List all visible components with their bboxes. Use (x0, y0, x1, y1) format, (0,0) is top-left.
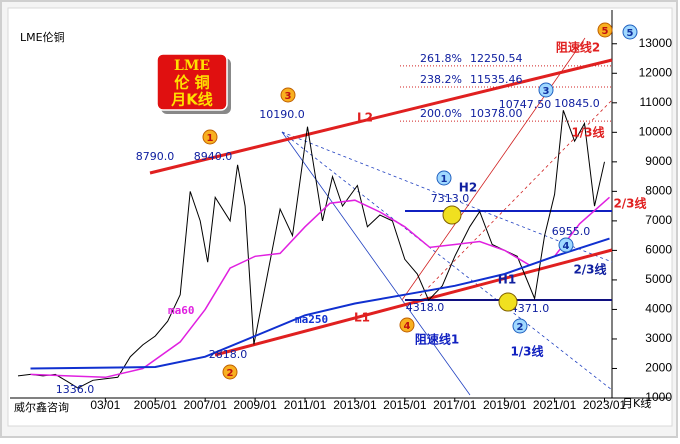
x-tick-label: 2023/01 (583, 398, 627, 412)
y-tick-label: 1000 (645, 390, 672, 404)
marker-label: 3 (543, 86, 550, 97)
fib-label: 12250.54 (470, 52, 523, 65)
line-label: H2 (459, 181, 477, 195)
x-tick-label: 03/01 (90, 398, 120, 412)
trend-l1 (214, 248, 613, 357)
price-label: 2818.0 (209, 348, 248, 361)
marker-circle (280, 87, 296, 103)
marker-circle (558, 237, 574, 253)
y-tick-label: 11000 (640, 95, 673, 109)
x-tick-label: 2015/01 (383, 398, 427, 412)
x-tick-label: 2021/01 (533, 398, 577, 412)
marker-circle (222, 364, 238, 380)
y-tick-label: 9000 (645, 154, 672, 168)
footer-left: 威尔鑫咨询 (14, 400, 69, 414)
y-tick-label: 13000 (639, 36, 673, 50)
highlight-dot (442, 205, 462, 225)
line-label: L2 (357, 111, 373, 125)
price-label: 10190.0 (259, 108, 305, 121)
line-label: 2/3线 (613, 196, 646, 211)
fan-line (281, 131, 613, 391)
price-label: 10845.0 (554, 97, 600, 110)
fib-ratio: 200.0% (420, 107, 462, 120)
period-label: 月K线 (622, 396, 651, 410)
line-label: 阻速线1 (415, 332, 459, 347)
price-label: 7313.0 (431, 192, 470, 205)
speed-line-1 (281, 131, 471, 396)
x-tick-label: 2005/01 (134, 398, 178, 412)
series-line (30, 196, 610, 379)
line-label: 阻速线2 (556, 40, 600, 55)
marker-label: 2 (227, 368, 234, 379)
line-label: 1/3线 (571, 125, 604, 140)
x-tick-label: 2009/01 (233, 398, 277, 412)
fib-label: 10378.00 (470, 107, 523, 120)
y-tick-label: 12000 (639, 65, 673, 79)
marker-label: 5 (602, 26, 609, 37)
y-tick-label: 8000 (645, 184, 672, 198)
price-label: 4371.0 (511, 302, 550, 315)
price-label: 6955.0 (552, 225, 591, 238)
series-line (30, 237, 610, 370)
x-tick-label: 2013/01 (333, 398, 377, 412)
badge-box (156, 53, 228, 111)
marker-circle (202, 129, 218, 145)
marker-circle (538, 82, 554, 98)
marker-circle (622, 24, 638, 40)
chart-title: LME伦铜 (20, 30, 65, 44)
fib-label: 11535.46 (470, 73, 523, 86)
series-label: ma250 (295, 313, 328, 326)
y-tick-label: 6000 (645, 243, 672, 257)
x-tick-label: 2011/01 (284, 398, 327, 412)
y-tick-label: 5000 (645, 272, 672, 286)
price-label: 8790.0 (136, 150, 175, 163)
line-label: L1 (354, 311, 370, 325)
x-tick-label: 2017/01 (433, 398, 477, 412)
marker-label: 3 (285, 91, 292, 102)
line-label: H1 (498, 273, 516, 287)
price-label: 4318.0 (406, 301, 445, 314)
x-tick-label: 2019/01 (483, 398, 527, 412)
marker-circle (399, 317, 415, 333)
line-label: 2/3线 (573, 262, 606, 277)
marker-label: 4 (563, 241, 570, 252)
line-label: 1/3线 (510, 344, 543, 359)
fan-line (419, 99, 613, 297)
marker-circle (597, 22, 613, 38)
marker-label: 4 (404, 321, 411, 332)
speed-line-2 (401, 37, 586, 301)
marker-label: 5 (627, 28, 634, 39)
y-tick-label: 3000 (645, 331, 672, 345)
trend-l2 (149, 58, 613, 175)
price-label: 8940.0 (194, 150, 233, 163)
y-tick-label: 2000 (645, 361, 672, 375)
badge: LME 伦 铜 月K线 (156, 53, 231, 114)
badge-text: LME (174, 58, 210, 74)
series-label: ma60 (168, 304, 195, 317)
fib-ratio: 238.2% (420, 73, 462, 86)
y-tick-label: 10000 (639, 124, 673, 138)
price-label: 10747.50 (499, 98, 552, 111)
series-line (17, 110, 605, 389)
fib-ratio: 261.8% (420, 52, 462, 65)
y-tick-label: 7000 (645, 213, 672, 227)
marker-circle (436, 170, 452, 186)
trend-lines (149, 37, 613, 396)
marker-label: 2 (517, 322, 524, 333)
panel (7, 7, 673, 427)
marker-circle (512, 318, 528, 334)
price-label: 1336.0 (56, 383, 95, 396)
y-tick-label: 4000 (645, 302, 672, 316)
highlight-dot (498, 292, 518, 312)
marker-label: 1 (207, 133, 214, 144)
marker-label: 1 (441, 174, 448, 185)
badge-text: 月K线 (170, 91, 213, 109)
badge-text: 伦 铜 (174, 74, 209, 92)
x-tick-label: 2007/01 (183, 398, 227, 412)
fan-line (281, 131, 613, 263)
